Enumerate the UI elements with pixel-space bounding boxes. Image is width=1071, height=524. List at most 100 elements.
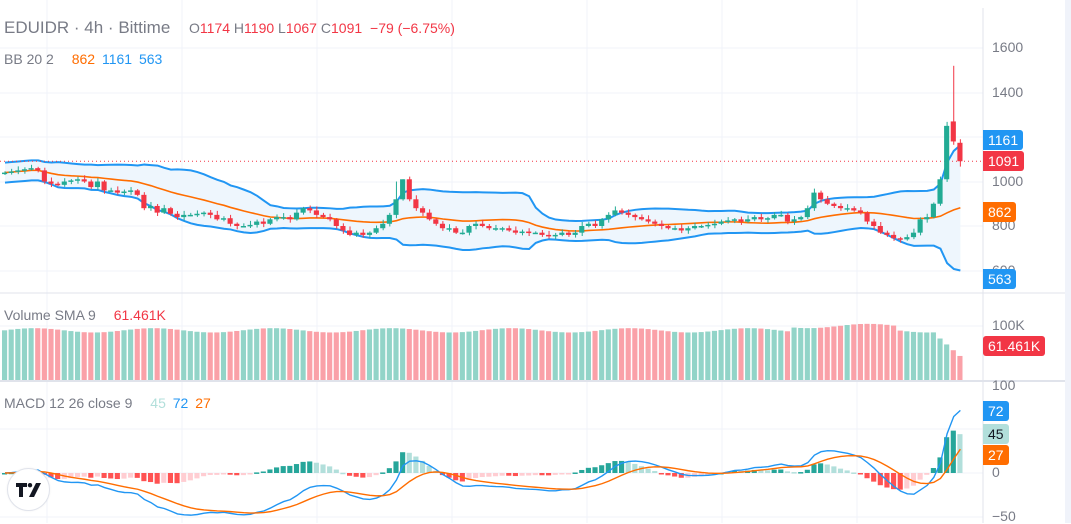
volume-bar [287,328,293,380]
macd-legend[interactable]: MACD 12 26 close 9 45 72 27 [4,395,211,411]
volume-bar [944,344,950,380]
macd-histogram-bar [791,472,797,474]
volume-bar [930,332,936,380]
volume-bar [167,328,173,380]
candle-body [811,192,817,209]
macd-tick: 100 [992,377,1016,393]
candle-body [453,228,459,233]
macd-histogram-bar [426,466,432,473]
volume-bar [234,330,240,380]
volume-bar [871,323,877,380]
macd-histogram-bar [201,473,207,477]
candle-body [665,226,671,229]
volume-bar [61,330,67,380]
volume-bar [652,329,658,380]
macd-histogram-bar [247,473,253,475]
volume-bar [877,324,883,380]
bb-legend[interactable]: BB 20 2 862 1161 563 [4,51,162,67]
interval[interactable]: 4h [84,18,104,37]
volume-bar [114,331,120,380]
close-value: 1091 [331,20,363,36]
macd-histogram-bar [453,473,459,481]
volume-bar [320,332,326,380]
candle-body [28,168,34,170]
candle-body [685,228,691,231]
macd-histogram-bar [824,464,830,473]
candle-body [147,205,154,209]
macd-histogram-bar [798,472,804,474]
candle-body [373,228,379,233]
volume-bar [274,328,280,380]
volume-bar [400,328,406,380]
volume-bar [725,329,731,380]
macd-histogram-bar [592,467,598,473]
volume-bar [35,328,41,380]
macd-histogram-bar [857,473,863,475]
candle-body [366,232,373,235]
macd-histogram-bar [891,473,897,490]
macd-histogram-bar [499,473,505,476]
macd-histogram-bar [214,473,220,475]
volume-label: Volume SMA 9 [4,307,96,323]
macd-histogram-bar [81,473,87,477]
macd-histogram-bar [572,472,578,474]
volume-bar [764,329,771,380]
macd-histogram-bar [652,471,658,473]
volume-bar [904,331,910,380]
candle-body [831,203,837,206]
volume-bar [293,329,300,380]
volume-bar [532,329,538,380]
separator: · [69,18,85,37]
volume-bar [88,332,94,380]
volume-bar [804,328,810,380]
tradingview-logo[interactable] [7,468,50,511]
macd-histogram-bar [930,468,936,473]
symbol-name[interactable]: EDUIDR [4,18,70,37]
volume-bar [340,332,346,380]
candle-body [360,232,366,235]
macd-histogram-bar [492,473,499,477]
volume-bar [366,329,373,380]
candle-body [274,217,280,220]
macd-histogram-bar [764,470,771,473]
macd-histogram-bar [48,473,54,478]
macd-histogram-bar [559,473,565,475]
candle-body [167,208,173,214]
volume-bar [154,328,160,380]
macd-histogram-bar [864,473,870,479]
candle-body [871,221,877,226]
macd-line-value: 72 [172,395,189,411]
macd-histogram-bar [187,473,193,481]
macd-histogram-bar [400,452,406,473]
volume-bar [917,332,923,380]
macd-histogram-bar [313,462,319,473]
candle-body [891,234,897,239]
macd-histogram-bar [267,469,273,473]
candle-body [632,214,638,218]
candle-body [672,228,678,230]
price-tick: 1000 [992,173,1024,189]
candle-body [579,226,585,233]
macd-histogram-bar [333,469,339,473]
macd-histogram-bar [698,473,704,477]
volume-bar [851,324,857,380]
volume-bar [897,330,903,380]
open-value: 1174 [199,20,231,36]
volume-bar [486,329,492,380]
price-tick: 1600 [992,39,1024,55]
candle-body [128,190,134,192]
macd-histogram-bar [751,469,757,473]
volume-bar [632,328,638,380]
volume-legend[interactable]: Volume SMA 9 61.461K [4,307,166,323]
candle-body [731,219,737,221]
volume-bar [731,328,737,380]
volume-bar [353,330,359,380]
candle-body [691,226,698,229]
volume-bar [546,331,552,380]
macd-histogram-bar [546,473,552,476]
candle-body [227,218,233,224]
volume-bar [579,332,585,380]
volume-bar [559,332,565,380]
volume-bar [280,328,286,380]
